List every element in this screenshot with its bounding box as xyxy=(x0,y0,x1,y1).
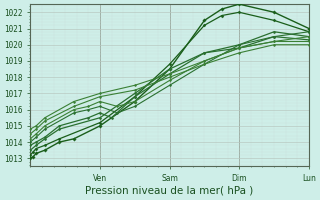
X-axis label: Pression niveau de la mer( hPa ): Pression niveau de la mer( hPa ) xyxy=(85,186,254,196)
